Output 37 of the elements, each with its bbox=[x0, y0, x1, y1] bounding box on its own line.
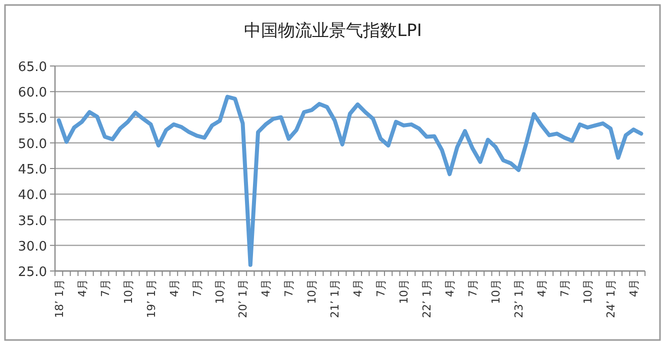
y-tick-label: 25.0 bbox=[18, 265, 47, 280]
x-tick-label: 18’ 1月 bbox=[52, 279, 66, 318]
x-tick-label: 7月 bbox=[466, 279, 480, 297]
x-tick-label: 10月 bbox=[214, 279, 227, 304]
y-tick-label: 55.0 bbox=[18, 111, 47, 126]
line-series bbox=[56, 94, 644, 267]
x-tick-label: 21’ 1月 bbox=[328, 279, 342, 318]
x-tick-label: 10月 bbox=[490, 279, 503, 304]
x-tick-label: 10月 bbox=[122, 279, 135, 304]
x-tick-label: 10月 bbox=[306, 279, 319, 304]
x-tick-label: 4月 bbox=[444, 279, 457, 297]
x-tick-label: 10月 bbox=[398, 279, 411, 304]
x-tick-label: 4月 bbox=[536, 279, 549, 297]
y-tick-label: 45.0 bbox=[18, 162, 47, 178]
x-tick-label: 4月 bbox=[260, 279, 273, 297]
y-tick-label: 30.0 bbox=[18, 239, 47, 254]
y-tick-label: 40.0 bbox=[18, 188, 47, 204]
y-tick-label: 50.0 bbox=[18, 136, 47, 152]
x-tick-label: 23’ 1月 bbox=[512, 279, 526, 318]
x-tick-label: 4月 bbox=[628, 279, 641, 297]
y-tick-label: 65.0 bbox=[18, 60, 47, 75]
x-tick-label: 4月 bbox=[76, 279, 89, 297]
x-tick-label: 10月 bbox=[582, 279, 595, 304]
x-tick-label: 22’ 1月 bbox=[420, 279, 434, 318]
x-tick-label: 7月 bbox=[190, 279, 204, 297]
x-tick-label: 7月 bbox=[558, 279, 572, 297]
y-tick-label: 35.0 bbox=[18, 214, 47, 229]
x-tick-label: 4月 bbox=[168, 279, 181, 297]
x-tick-label: 4月 bbox=[352, 279, 365, 297]
x-tick-label: 7月 bbox=[282, 279, 296, 297]
y-tick-label: 60.0 bbox=[18, 86, 47, 101]
x-tick-label: 7月 bbox=[374, 279, 388, 297]
chart-title: 中国物流业景气指数LPI bbox=[244, 21, 422, 41]
x-tick-label: 19’ 1月 bbox=[144, 279, 158, 318]
x-tick-label: 20’ 1月 bbox=[236, 279, 250, 318]
x-tick-label: 24’ 1月 bbox=[604, 279, 618, 318]
x-tick-label: 7月 bbox=[98, 279, 112, 297]
